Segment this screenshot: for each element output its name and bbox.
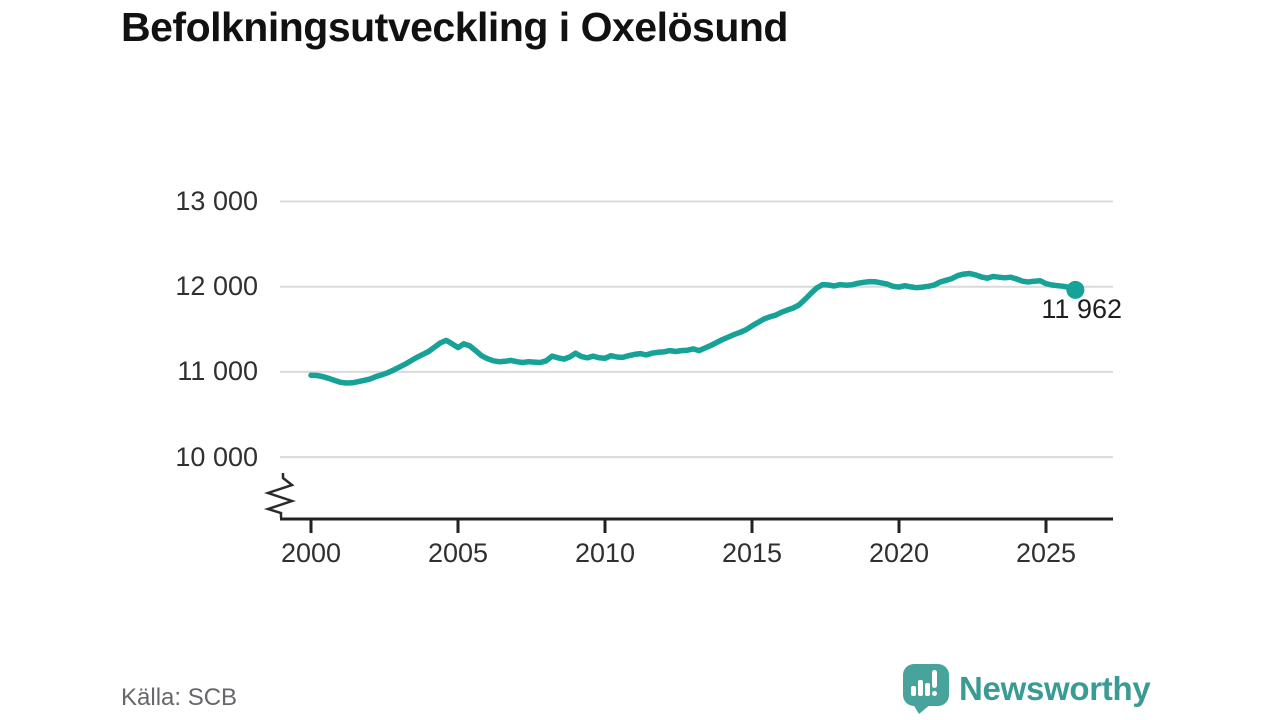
newsworthy-logo-icon [903, 664, 949, 714]
x-axis-tick-label: 2015 [721, 538, 783, 568]
x-axis-tick-label: 2000 [280, 538, 342, 568]
x-axis-tick-label: 2020 [868, 538, 930, 568]
newsworthy-logo: Newsworthy [902, 664, 1151, 714]
y-axis-tick-label: 10 000 [175, 441, 258, 472]
y-axis-tick-label: 11 000 [177, 356, 258, 387]
latest-value-label: 11 962 [1041, 294, 1122, 324]
source-label: Källa: SCB [121, 684, 238, 711]
y-axis-break-icon [263, 473, 296, 518]
chart-title: Befolkningsutveckling i Oxelösund [121, 4, 788, 50]
x-axis-tick-label: 2010 [574, 538, 636, 568]
population-trend-line [308, 270, 1079, 386]
y-axis-tick-label: 12 000 [175, 271, 258, 302]
latest-point-marker [1066, 280, 1085, 299]
x-axis-tick-label: 2025 [1015, 538, 1077, 568]
newsworthy-logo-text: Newsworthy [959, 670, 1151, 707]
x-axis-tick-label: 2005 [427, 538, 489, 568]
y-axis-tick-label: 13 000 [175, 186, 258, 216]
